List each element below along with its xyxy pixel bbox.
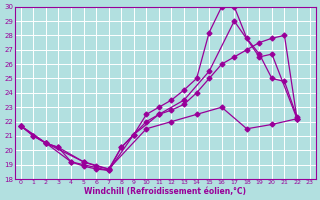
X-axis label: Windchill (Refroidissement éolien,°C): Windchill (Refroidissement éolien,°C) xyxy=(84,187,246,196)
